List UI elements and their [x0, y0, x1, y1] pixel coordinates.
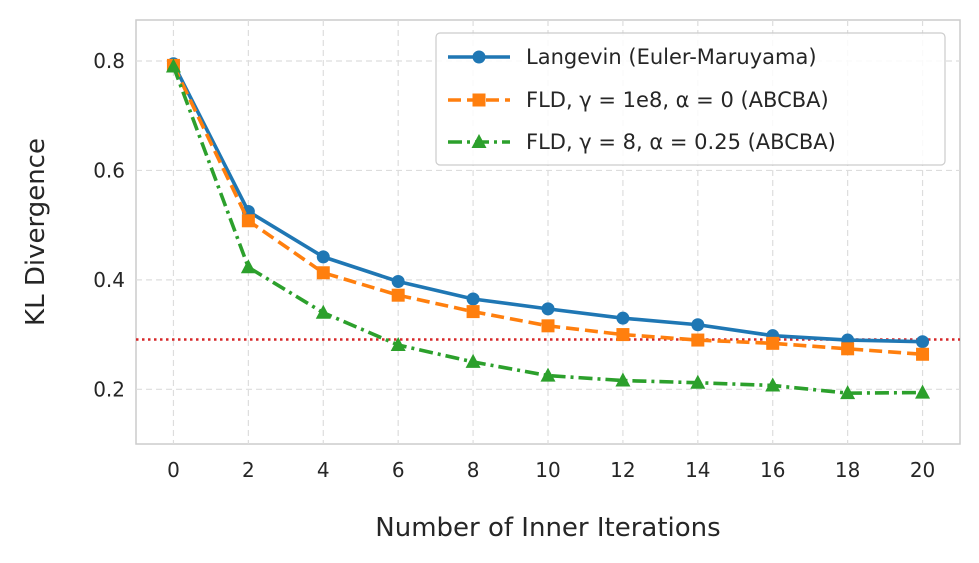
series-3 [165, 58, 931, 400]
series-3-marker [315, 304, 331, 319]
x-tick-label: 2 [242, 458, 255, 482]
series-1-marker [916, 335, 930, 349]
series-2-marker [391, 288, 405, 302]
series-2-marker [241, 214, 255, 228]
legend-marker-series-1 [472, 50, 486, 64]
x-tick-label: 8 [467, 458, 480, 482]
x-tick-label: 20 [910, 458, 935, 482]
series-2 [166, 58, 930, 361]
y-tick-label: 0.6 [93, 158, 125, 182]
series-1 [166, 57, 930, 349]
legend-label-langevin: Langevin (Euler-Maruyama) [526, 45, 817, 69]
legend-label-fld-gamma-1e8: FLD, γ = 1e8, α = 0 (ABCBA) [526, 88, 829, 112]
legend: Langevin (Euler-Maruyama) FLD, γ = 1e8, … [435, 32, 946, 166]
series-2-marker [316, 266, 330, 280]
x-tick-label: 6 [392, 458, 405, 482]
series-3-marker [465, 353, 481, 368]
series-3-marker [165, 58, 181, 73]
legend-items [448, 50, 510, 148]
series-2-marker [616, 328, 630, 342]
legend-label-fld-gamma-8: FLD, γ = 8, α = 0.25 (ABCBA) [526, 130, 836, 154]
series-2-marker [691, 333, 705, 347]
series-2-marker [466, 305, 480, 319]
series-1-marker [616, 311, 630, 325]
legend-marker-series-2 [472, 93, 486, 107]
series-1-marker [541, 302, 555, 316]
legend-box [435, 32, 946, 166]
series-2-marker [541, 319, 555, 333]
series-3-marker [390, 336, 406, 351]
x-tick-label: 10 [535, 458, 560, 482]
y-axis-label: KL Divergence [21, 138, 51, 326]
series-1-marker [691, 318, 705, 332]
x-tick-labels: 0 2 4 6 8 10 12 14 16 18 20 [167, 458, 935, 482]
x-tick-label: 12 [610, 458, 635, 482]
series-3-marker [615, 372, 631, 387]
y-tick-label: 0.8 [93, 49, 125, 73]
series-3-marker [690, 374, 706, 389]
x-axis-label: Number of Inner Iterations [375, 513, 720, 543]
series-2-marker [841, 342, 855, 356]
x-tick-label: 4 [317, 458, 330, 482]
x-tick-label: 18 [835, 458, 860, 482]
series-3-marker [240, 259, 256, 274]
x-tick-label: 16 [760, 458, 785, 482]
series-3-line [171, 65, 923, 395]
legend-marker-series-3 [471, 134, 487, 148]
series-3-marker [765, 377, 781, 392]
x-tick-label: 0 [167, 458, 180, 482]
y-tick-label: 0.4 [93, 268, 125, 292]
series-group [165, 57, 931, 400]
series-2-marker [916, 347, 930, 361]
series-1-marker [316, 250, 330, 264]
series-2-marker [766, 336, 780, 350]
series-1-marker [466, 292, 480, 306]
y-tick-labels: 0.2 0.4 0.6 0.8 [93, 49, 125, 401]
series-1-marker [391, 275, 405, 289]
series-3-marker [540, 367, 556, 382]
series-3-marker [915, 384, 931, 399]
series-3-marker [840, 385, 856, 400]
x-tick-label: 14 [685, 458, 710, 482]
y-tick-label: 0.2 [93, 377, 125, 401]
